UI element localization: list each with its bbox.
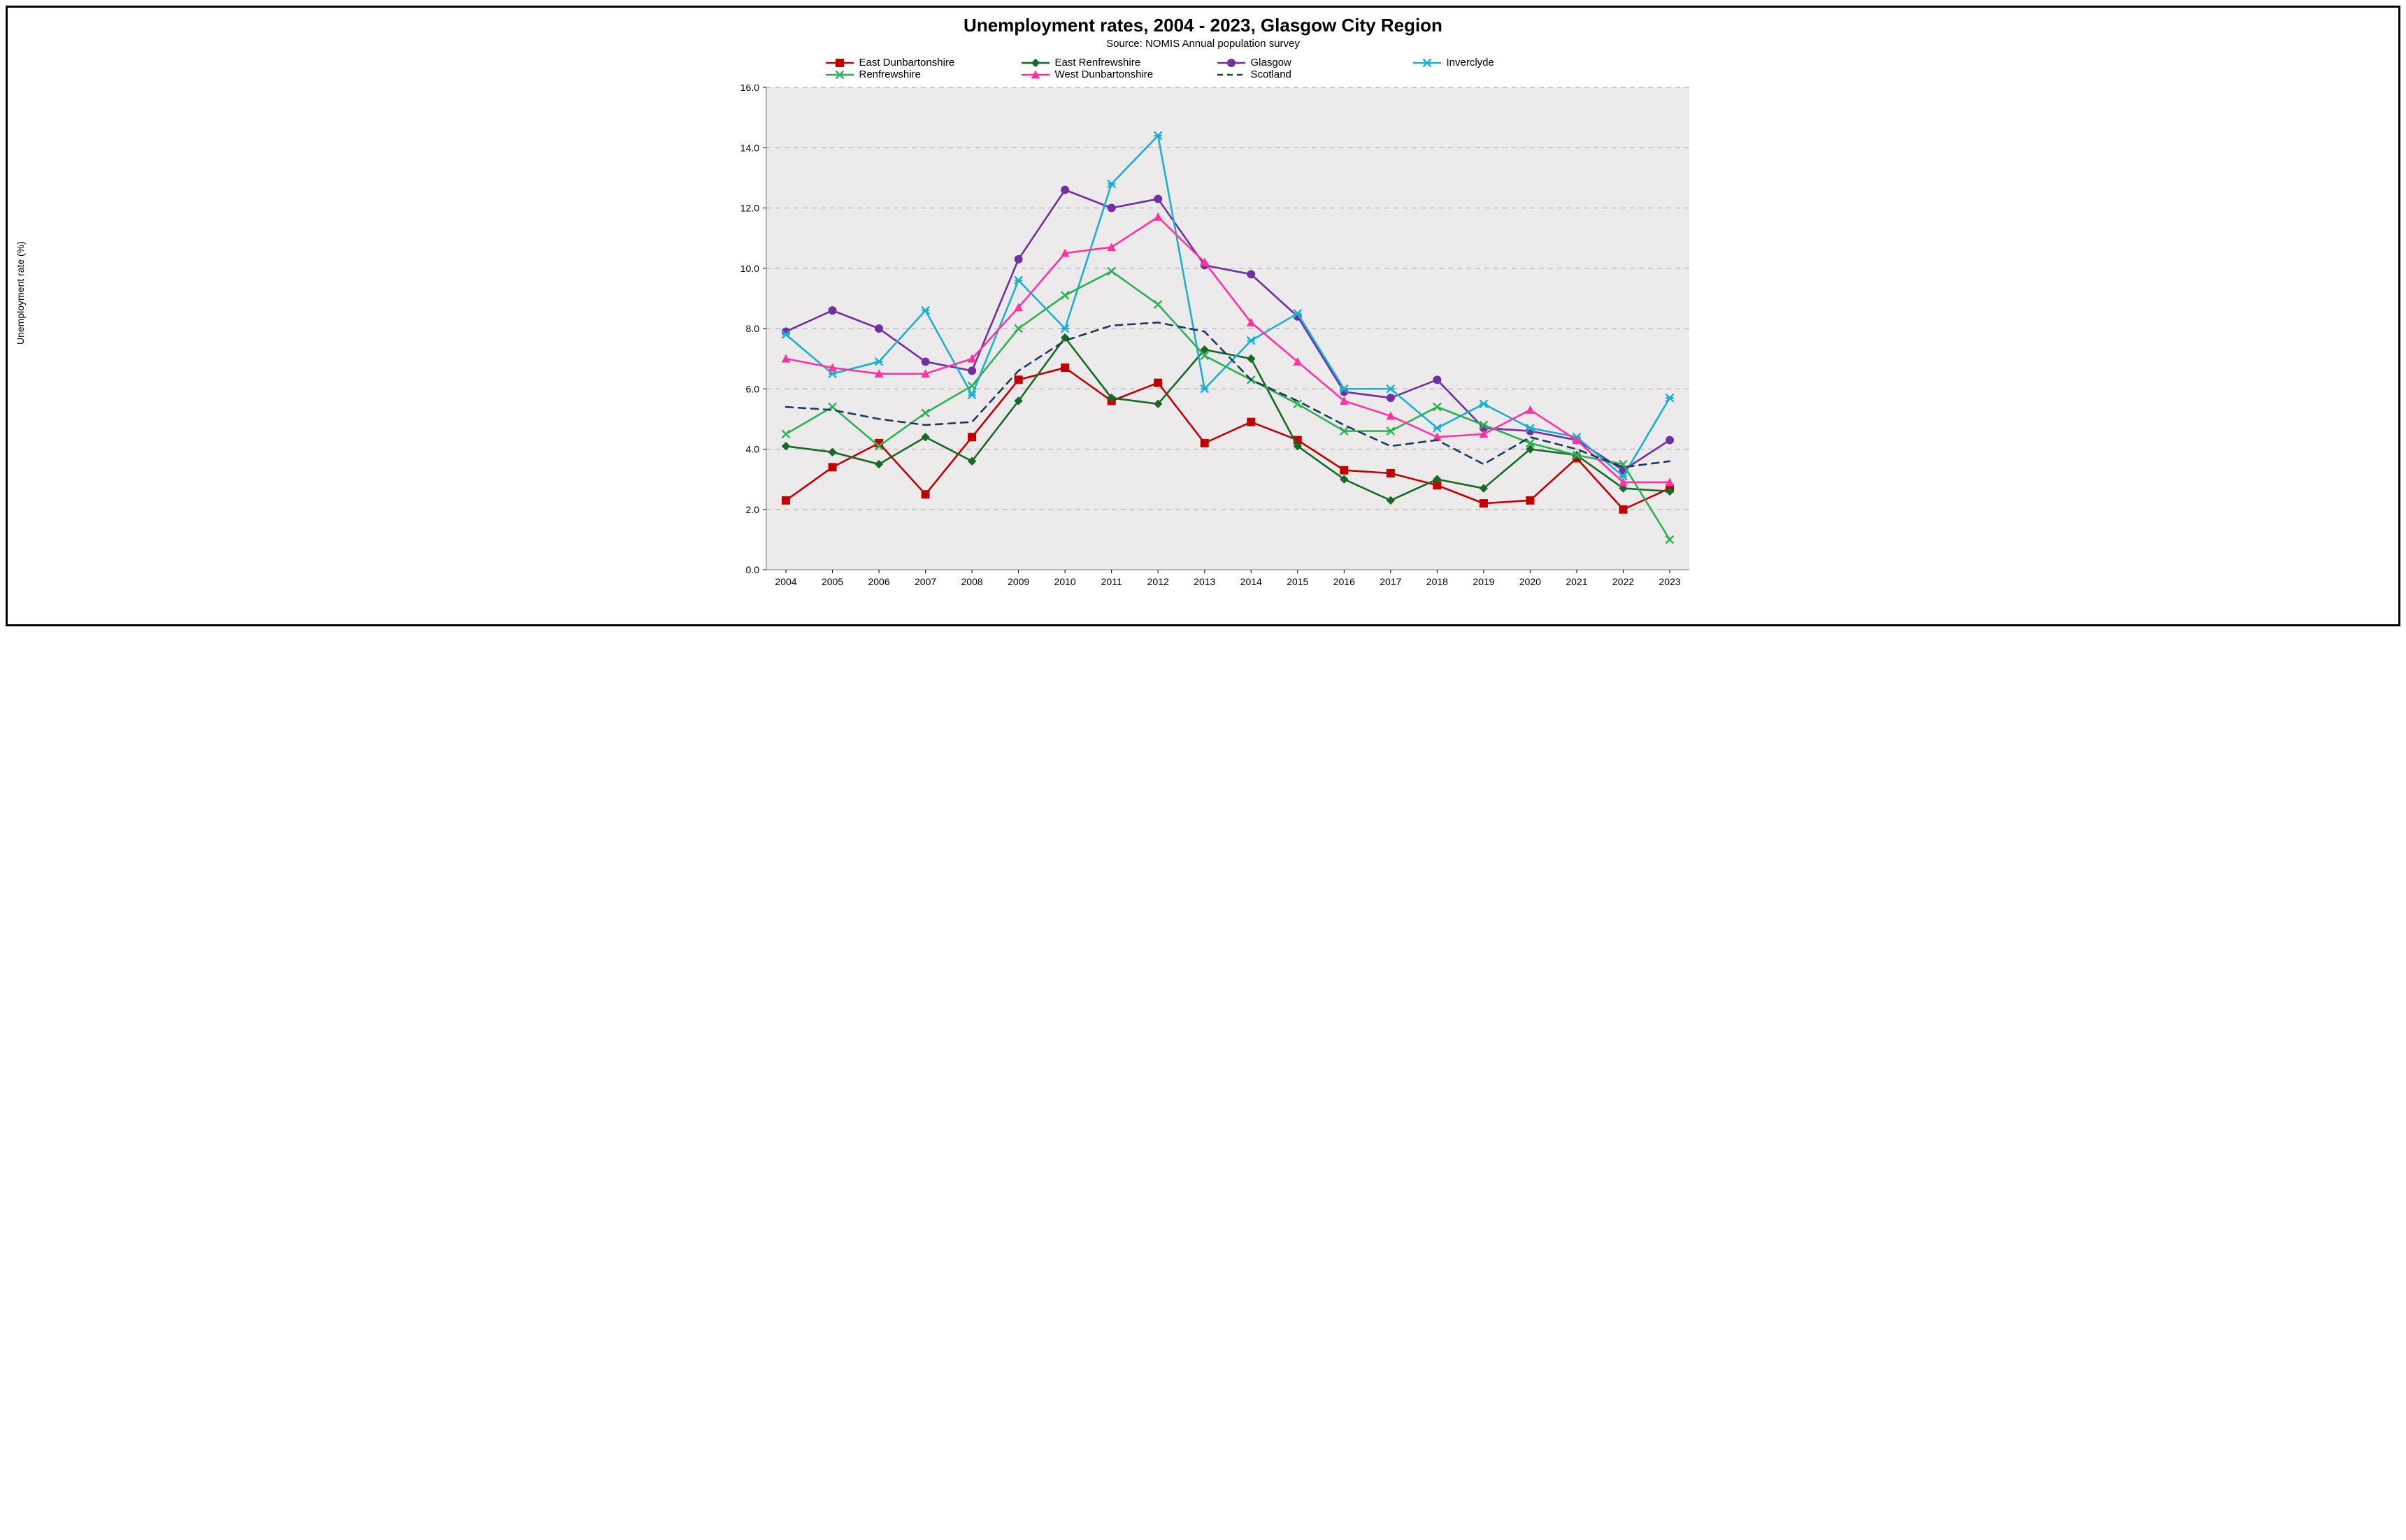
legend-item: Inverclyde (1413, 57, 1581, 69)
legend-label: East Dunbartonshire (859, 57, 955, 69)
svg-text:2013: 2013 (1194, 576, 1215, 587)
svg-text:6.0: 6.0 (745, 383, 759, 394)
svg-text:10.0: 10.0 (740, 263, 759, 274)
legend-item: Renfrewshire (826, 69, 994, 80)
svg-text:2020: 2020 (1519, 576, 1540, 587)
legend-label: Glasgow (1251, 57, 1291, 69)
legend-item: East Dunbartonshire (826, 57, 994, 69)
svg-text:2010: 2010 (1054, 576, 1075, 587)
svg-text:0.0: 0.0 (745, 564, 759, 575)
svg-text:4.0: 4.0 (745, 444, 759, 455)
svg-text:16.0: 16.0 (740, 85, 759, 93)
y-axis-label: Unemployment rate (%) (15, 241, 26, 345)
svg-text:2007: 2007 (915, 576, 936, 587)
line-chart: 0.0 2.0 4.0 6.0 8.0 10.0 12.0 14.0 16.0 2004 2005 2… (700, 85, 1707, 616)
svg-text:2.0: 2.0 (745, 504, 759, 515)
legend-item: Glasgow (1217, 57, 1385, 69)
svg-text:2016: 2016 (1333, 576, 1354, 587)
svg-text:2011: 2011 (1101, 576, 1122, 587)
legend-label: East Renfrewshire (1055, 57, 1141, 69)
chart-subtitle: Source: NOMIS Annual population survey (16, 38, 2390, 50)
svg-text:2023: 2023 (1659, 576, 1680, 587)
svg-text:2015: 2015 (1287, 576, 1308, 587)
legend-item: West Dunbartonshire (1022, 69, 1189, 80)
legend-item: Scotland (1217, 69, 1385, 80)
svg-text:2008: 2008 (961, 576, 982, 587)
svg-text:2004: 2004 (775, 576, 796, 587)
legend-label: Renfrewshire (859, 69, 921, 80)
svg-text:2012: 2012 (1147, 576, 1168, 587)
svg-text:12.0: 12.0 (740, 203, 759, 214)
chart-title: Unemployment rates, 2004 - 2023, Glasgow… (16, 15, 2390, 36)
svg-text:14.0: 14.0 (740, 142, 759, 153)
svg-text:2019: 2019 (1473, 576, 1494, 587)
svg-text:2017: 2017 (1380, 576, 1401, 587)
legend-label: West Dunbartonshire (1055, 69, 1154, 80)
legend-label: Inverclyde (1447, 57, 1494, 69)
legend-item: East Renfrewshire (1022, 57, 1189, 69)
legend-label: Scotland (1251, 69, 1291, 80)
svg-text:2014: 2014 (1240, 576, 1261, 587)
svg-text:2018: 2018 (1426, 576, 1447, 587)
svg-text:2009: 2009 (1008, 576, 1029, 587)
svg-text:8.0: 8.0 (745, 323, 759, 334)
svg-text:2022: 2022 (1612, 576, 1633, 587)
svg-text:2005: 2005 (821, 576, 843, 587)
svg-text:2021: 2021 (1566, 576, 1587, 587)
svg-text:2006: 2006 (868, 576, 889, 587)
legend: East Dunbartonshire East Renfrewshire Glas… (756, 57, 1651, 80)
